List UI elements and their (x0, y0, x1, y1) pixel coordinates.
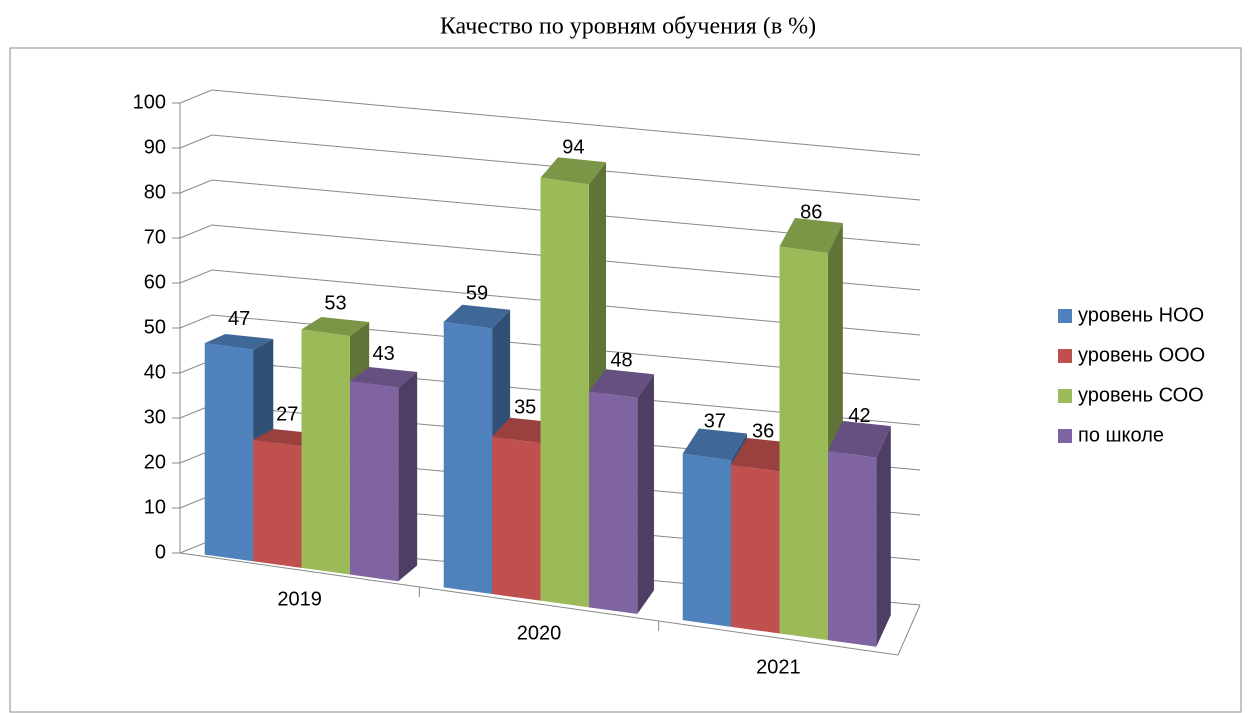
bar-front (253, 439, 302, 568)
y-tick-label: 30 (144, 406, 166, 428)
y-tick-label: 20 (144, 451, 166, 473)
bar-front (682, 453, 732, 627)
y-tick-label: 50 (144, 316, 166, 338)
bar-front (204, 343, 254, 562)
y-tick-label: 10 (144, 496, 166, 518)
y-tick-label: 40 (144, 361, 166, 383)
value-label: 94 (562, 137, 584, 159)
bar-front (779, 246, 828, 641)
grid-line (179, 179, 921, 246)
value-label: 53 (324, 292, 346, 314)
value-label: 47 (228, 308, 250, 330)
value-label: 37 (704, 410, 726, 432)
grid-line (179, 224, 921, 291)
bar-top (301, 317, 370, 337)
bar-front (492, 436, 541, 601)
y-tick-label: 70 (144, 226, 166, 248)
bar-front (540, 177, 589, 608)
legend-label: уровень НОО (1078, 304, 1204, 326)
bar-front (731, 464, 780, 634)
bar-front (349, 381, 399, 582)
bar-top (540, 157, 607, 185)
y-tick-label: 90 (144, 136, 166, 158)
value-label: 35 (514, 396, 536, 418)
y-tick-label: 60 (144, 271, 166, 293)
value-label: 48 (610, 349, 632, 371)
bar-top (349, 367, 418, 388)
y-tick-label: 0 (155, 541, 166, 563)
bar-front (588, 391, 638, 614)
bar-top (682, 428, 747, 461)
legend-swatch (1058, 429, 1072, 443)
legend-swatch (1058, 349, 1072, 363)
bar-top (204, 333, 274, 350)
bar-top (731, 437, 795, 472)
chart-title: Качество по уровням обучения (в %) (440, 14, 816, 40)
grid-line (179, 314, 921, 381)
bar-top (779, 218, 843, 254)
bar (779, 218, 843, 641)
legend-label: уровень ООО (1078, 344, 1205, 366)
value-label: 27 (276, 404, 298, 426)
chart-border (9, 47, 1242, 713)
bar-front (443, 321, 493, 595)
legend-label: по школе (1078, 424, 1164, 446)
bar-side (637, 374, 654, 614)
grid-line (179, 134, 921, 201)
legend-swatch (1058, 309, 1072, 323)
bar-side (876, 426, 891, 647)
value-label: 86 (800, 201, 822, 223)
value-label: 59 (466, 283, 488, 305)
y-tick-label: 80 (144, 181, 166, 203)
value-label: 43 (373, 343, 395, 365)
bar-side (398, 372, 418, 582)
bar (349, 367, 418, 582)
x-tick-label: 2021 (756, 656, 801, 678)
bar-front (301, 329, 350, 575)
y-tick-label: 100 (133, 91, 166, 113)
bar (588, 369, 654, 614)
legend-label: уровень СОО (1078, 384, 1204, 406)
x-tick-label: 2020 (517, 622, 562, 644)
bar-front (827, 451, 877, 647)
legend-swatch (1058, 389, 1072, 403)
bar-top (443, 304, 511, 329)
grid-line (179, 89, 921, 156)
value-label: 36 (752, 421, 774, 443)
bar (827, 421, 891, 647)
value-label: 42 (848, 405, 870, 427)
bar-top (827, 421, 891, 458)
bar-top (588, 369, 654, 398)
grid-line (179, 269, 921, 336)
x-tick-label: 2019 (277, 588, 322, 610)
